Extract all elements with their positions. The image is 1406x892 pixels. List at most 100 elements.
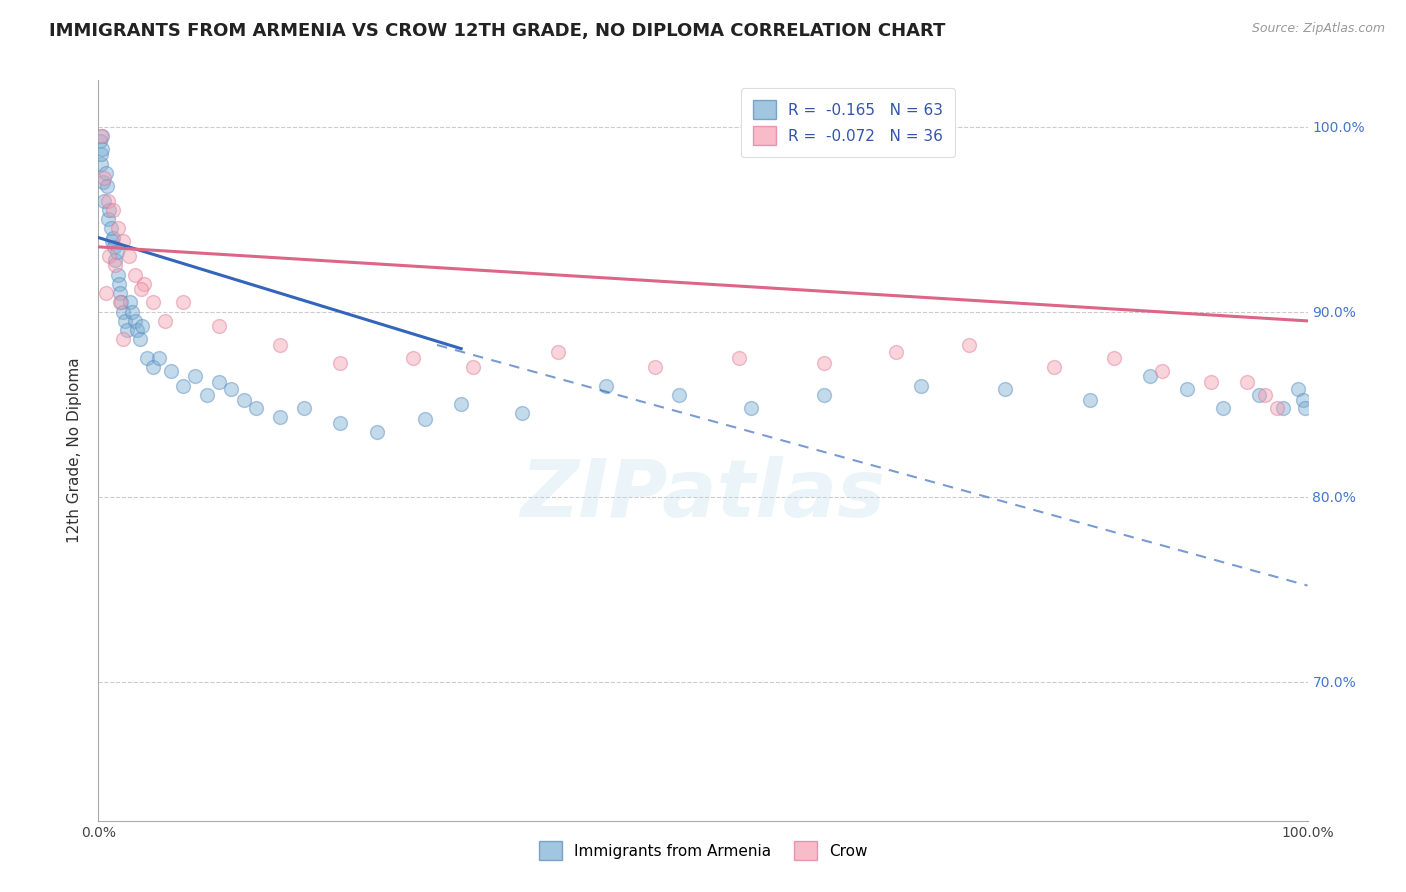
Point xyxy=(232,393,254,408)
Point xyxy=(100,221,122,235)
Point xyxy=(668,388,690,402)
Point xyxy=(813,388,835,402)
Point xyxy=(910,378,932,392)
Point xyxy=(93,194,115,208)
Point xyxy=(1267,401,1289,415)
Point xyxy=(142,295,165,310)
Point xyxy=(94,286,117,301)
Point xyxy=(450,397,472,411)
Point xyxy=(90,147,112,161)
Point xyxy=(160,364,183,378)
Point xyxy=(110,295,132,310)
Point xyxy=(1175,383,1198,397)
Point xyxy=(134,277,156,291)
Point xyxy=(101,230,124,244)
Point xyxy=(107,221,129,235)
Point xyxy=(1152,364,1174,378)
Point xyxy=(91,128,114,143)
Point xyxy=(117,323,139,337)
Text: Source: ZipAtlas.com: Source: ZipAtlas.com xyxy=(1251,22,1385,36)
Point xyxy=(1199,375,1222,389)
Point xyxy=(93,171,115,186)
Point xyxy=(97,194,120,208)
Point xyxy=(111,235,134,249)
Point xyxy=(91,142,114,156)
Point xyxy=(104,252,127,267)
Point xyxy=(90,156,112,170)
Point xyxy=(153,314,176,328)
Point xyxy=(740,401,762,415)
Point xyxy=(124,314,146,328)
Point xyxy=(89,134,111,148)
Point xyxy=(98,249,121,263)
Point xyxy=(100,235,122,249)
Text: ZIPatlas: ZIPatlas xyxy=(520,456,886,534)
Point xyxy=(1139,369,1161,384)
Point xyxy=(108,277,131,291)
Point xyxy=(124,268,146,282)
Point xyxy=(402,351,425,365)
Point xyxy=(103,240,125,254)
Point xyxy=(184,369,207,384)
Point xyxy=(108,286,131,301)
Point xyxy=(96,178,118,193)
Point xyxy=(245,401,267,415)
Point xyxy=(1249,388,1271,402)
Point xyxy=(90,128,112,143)
Point xyxy=(1102,351,1125,365)
Point xyxy=(1294,401,1316,415)
Point xyxy=(547,345,569,359)
Point xyxy=(104,258,127,272)
Point xyxy=(1292,393,1315,408)
Point xyxy=(111,304,134,318)
Point xyxy=(97,212,120,227)
Point xyxy=(94,166,117,180)
Point xyxy=(128,332,150,346)
Point xyxy=(994,383,1017,397)
Point xyxy=(269,410,291,425)
Text: IMMIGRANTS FROM ARMENIA VS CROW 12TH GRADE, NO DIPLOMA CORRELATION CHART: IMMIGRANTS FROM ARMENIA VS CROW 12TH GRA… xyxy=(49,22,946,40)
Point xyxy=(813,356,835,370)
Point xyxy=(107,268,129,282)
Point xyxy=(208,375,231,389)
Point xyxy=(142,360,165,375)
Point xyxy=(208,319,231,334)
Point xyxy=(91,175,114,189)
Point xyxy=(98,202,121,217)
Point xyxy=(1078,393,1101,408)
Point xyxy=(957,338,980,352)
Point xyxy=(329,356,352,370)
Point xyxy=(292,401,315,415)
Y-axis label: 12th Grade, No Diploma: 12th Grade, No Diploma xyxy=(67,358,83,543)
Point xyxy=(644,360,666,375)
Point xyxy=(1286,383,1309,397)
Point xyxy=(413,412,436,426)
Point xyxy=(135,351,157,365)
Point xyxy=(111,332,134,346)
Point xyxy=(148,351,170,365)
Point xyxy=(118,249,141,263)
Point xyxy=(1236,375,1258,389)
Point xyxy=(108,295,131,310)
Point xyxy=(728,351,751,365)
Point xyxy=(101,202,124,217)
Point xyxy=(221,383,243,397)
Point xyxy=(195,388,218,402)
Point xyxy=(1042,360,1064,375)
Point xyxy=(463,360,485,375)
Point xyxy=(1272,401,1295,415)
Point xyxy=(1254,388,1277,402)
Point xyxy=(129,282,152,296)
Point xyxy=(886,345,908,359)
Point xyxy=(172,378,194,392)
Point xyxy=(105,245,128,260)
Point xyxy=(510,407,533,421)
Point xyxy=(121,304,143,318)
Point xyxy=(114,314,136,328)
Point xyxy=(269,338,291,352)
Point xyxy=(329,416,352,430)
Point xyxy=(172,295,194,310)
Legend: Immigrants from Armenia, Crow: Immigrants from Armenia, Crow xyxy=(526,830,880,872)
Point xyxy=(1212,401,1234,415)
Point xyxy=(366,425,388,439)
